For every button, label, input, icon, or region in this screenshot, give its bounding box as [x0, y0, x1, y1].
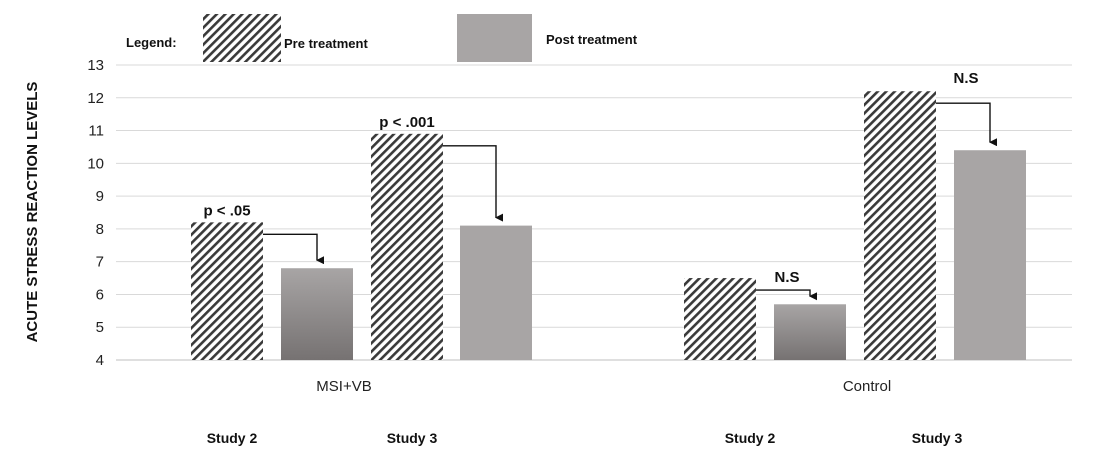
- bar-pre-treatment: [684, 278, 756, 360]
- study-label: Study 3: [387, 430, 438, 446]
- legend-swatch-pre: [203, 14, 281, 62]
- significance-arrow: [936, 102, 997, 147]
- significance-arrow: [756, 289, 817, 301]
- legend-swatch-post: [457, 14, 532, 62]
- y-tick-label: 10: [87, 155, 104, 172]
- y-tick-label: 8: [96, 221, 104, 238]
- y-tick-label: 5: [96, 319, 104, 336]
- bars: [191, 91, 1026, 360]
- bar-post-treatment: [281, 268, 353, 360]
- legend-label-post: Post treatment: [546, 32, 638, 47]
- significance-label: p < .05: [203, 202, 250, 219]
- study-label: Study 2: [725, 430, 776, 446]
- y-tick-label: 11: [88, 123, 104, 140]
- significance-arrow: [443, 145, 503, 222]
- legend-label-pre: Pre treatment: [284, 36, 368, 51]
- y-axis-ticks: 4 5 6 7 8 9 10 11 12 13: [87, 57, 104, 369]
- significance-labels: p < .05 p < .001 N.S N.S: [203, 70, 978, 286]
- bar-post-treatment: [460, 225, 532, 360]
- significance-arrow: [263, 233, 324, 265]
- study-label: Study 2: [207, 430, 258, 446]
- significance-arrows: [263, 102, 997, 301]
- bar-post-treatment: [774, 304, 846, 360]
- x-axis-labels: Study 2 Study 3 MSI+VB Study 2 Study 3 Contro…: [207, 378, 963, 446]
- y-tick-label: 6: [96, 286, 104, 303]
- y-tick-label: 7: [96, 254, 104, 271]
- significance-label: p < .001: [379, 114, 434, 131]
- group-label: Control: [843, 378, 891, 395]
- legend: Legend: Pre treatment Post treatment: [126, 14, 638, 62]
- y-tick-label: 4: [96, 352, 104, 369]
- y-tick-label: 12: [87, 90, 104, 107]
- bar-pre-treatment: [371, 133, 443, 360]
- bar-pre-treatment: [191, 222, 263, 360]
- study-label: Study 3: [912, 430, 963, 446]
- significance-label: N.S: [774, 269, 799, 286]
- y-tick-label: 13: [87, 57, 104, 74]
- bar-post-treatment: [954, 150, 1026, 360]
- y-tick-label: 9: [96, 188, 104, 205]
- bar-pre-treatment: [864, 91, 936, 360]
- legend-title: Legend:: [126, 35, 177, 50]
- group-label: MSI+VB: [316, 378, 371, 395]
- significance-label: N.S: [953, 70, 978, 87]
- y-axis-label: ACUTE STRESS REACTION LEVELS: [24, 82, 41, 343]
- gridlines: [116, 64, 1072, 361]
